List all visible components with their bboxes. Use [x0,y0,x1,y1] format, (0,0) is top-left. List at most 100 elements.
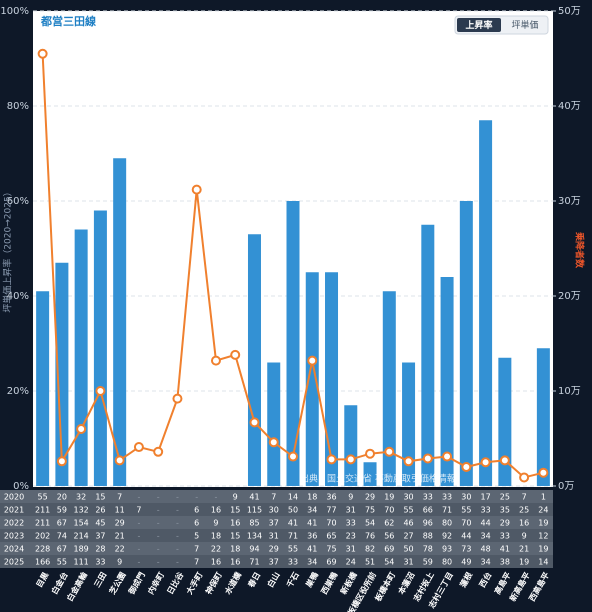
table-cell: 16 [519,519,529,528]
table-cell: - [176,545,179,554]
table-cell: 69 [384,545,394,554]
bar [440,277,454,486]
table-cell: 211 [35,519,50,528]
table-cell: 15 [95,493,105,502]
bar [74,229,88,486]
table-cell: 7 [136,506,141,515]
table-cell: 19 [538,519,548,528]
bar [363,462,377,486]
table-cell: 36 [307,532,317,541]
table-cell: 9 [348,493,353,502]
table-cell: 85 [249,519,259,528]
table-cell: 14 [538,558,548,567]
table-cell: 33 [500,532,510,541]
line-point [76,424,87,434]
table-year: 2020 [4,493,24,502]
table-cell: 41 [307,519,317,528]
line-point [210,355,221,366]
table-year: 2024 [4,545,24,554]
chart-title: 都営三田線 [40,14,96,28]
table-cell: 51 [365,558,375,567]
table-cell: 29 [500,519,510,528]
table-cell: 21 [115,532,125,541]
table-cell: 75 [365,506,375,515]
y-tick-label: 40% [7,291,29,302]
table-cell: 24 [346,558,356,567]
table-row [0,555,553,568]
table-cell: 55 [288,545,298,554]
table-cell: 202 [35,532,50,541]
line-point [153,446,164,457]
table-cell: 78 [423,545,433,554]
line-point [499,455,510,466]
table-cell: 24 [538,506,548,515]
table-cell: - [137,519,140,528]
table-cell: 132 [74,506,89,515]
table-cell: 30 [269,506,279,515]
table-cell: 27 [403,532,413,541]
y2-tick-label: 40万 [558,101,581,112]
table-cell: - [176,532,179,541]
table-cell: 18 [211,532,221,541]
table-cell: 41 [500,545,510,554]
table-cell: 55 [57,558,67,567]
table-cell: 14 [288,493,298,502]
table-cell: 46 [403,519,413,528]
bar [113,158,127,486]
table-cell: - [157,519,160,528]
toggle-active[interactable] [457,18,501,32]
table-cell: 6 [194,506,199,515]
table-cell: 22 [115,545,125,554]
table-cell: - [157,545,160,554]
table-row [0,542,553,555]
table-cell: - [137,493,140,502]
y2-tick-label: 20万 [558,291,581,302]
table-cell: 5 [194,532,199,541]
table-cell: 25 [519,506,529,515]
table-cell: 33 [346,519,356,528]
table-cell: 134 [247,532,262,541]
table-cell: 29 [115,519,125,528]
table-cell: 31 [346,506,356,515]
table-cell: 154 [74,519,89,528]
table-cell: 50 [288,506,298,515]
table-cell: 7 [522,493,527,502]
table-cell: 111 [74,558,89,567]
bar [36,291,50,486]
table-cell: 44 [480,519,490,528]
table-cell: 214 [74,532,89,541]
table-cell: 20 [57,493,67,502]
table-cell: 15 [230,506,240,515]
table-cell: 55 [461,506,471,515]
y-tick-label: 80% [7,101,29,112]
toggle-button[interactable]: 上昇率 [465,19,492,31]
line-point [172,393,183,404]
line-point [191,184,202,195]
table-cell: 21 [519,545,529,554]
table-cell: 45 [95,519,105,528]
table-cell: 93 [442,545,452,554]
table-cell: 34 [307,506,317,515]
annotation: 出典：国土交通省 不動産取引価格情報 [300,473,456,485]
table-cell: - [137,545,140,554]
table-year: 2025 [4,558,24,567]
line-point [403,456,414,467]
bar [479,120,493,486]
table-cell: 11 [115,506,125,515]
table-cell: 16 [230,558,240,567]
table-cell: 32 [76,493,86,502]
table-cell: 54 [384,558,394,567]
table-cell: 66 [423,506,433,515]
table-cell: 16 [211,558,221,567]
table-cell: 37 [95,532,105,541]
table-row [0,503,553,516]
table-cell: 70 [461,519,471,528]
line-point [268,437,279,448]
table-cell: 15 [230,532,240,541]
table-cell: - [176,558,179,567]
table-cell: 25 [500,493,510,502]
table-cell: 37 [269,558,279,567]
table-cell: 33 [480,506,490,515]
toggle-button[interactable]: 坪単価 [511,19,538,31]
table-cell: 71 [442,506,452,515]
